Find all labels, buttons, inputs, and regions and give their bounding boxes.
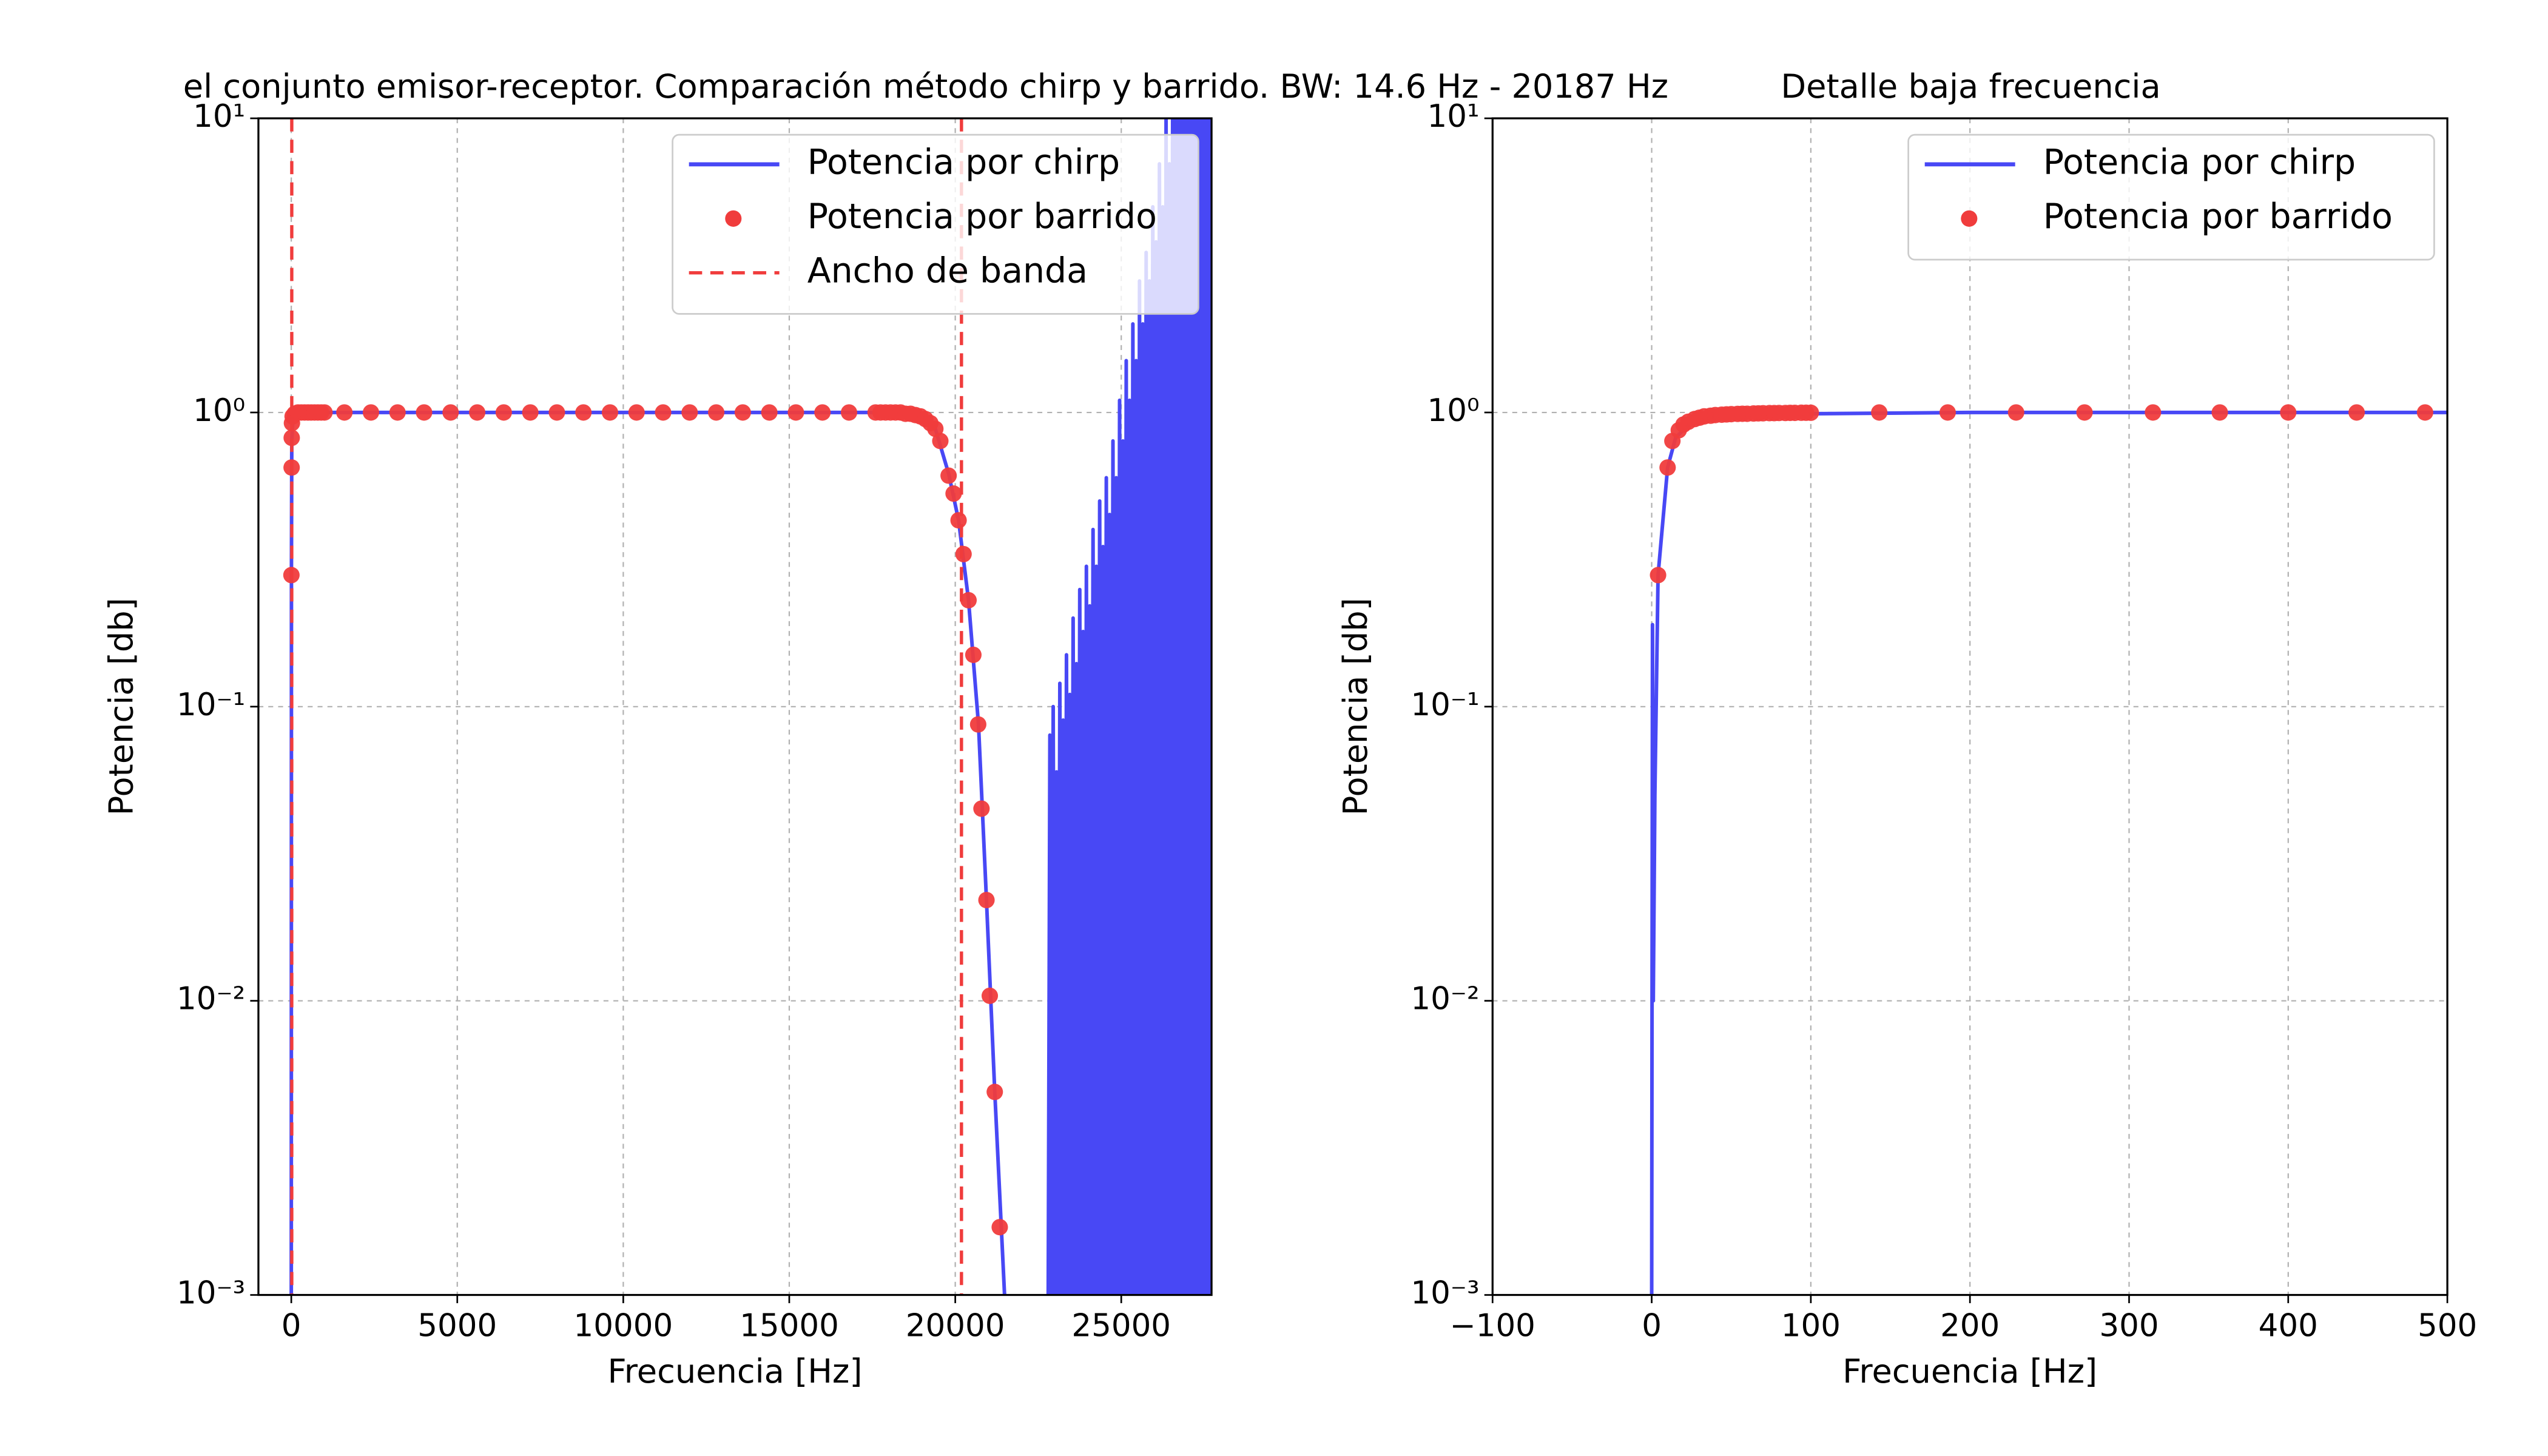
data-point xyxy=(932,433,949,450)
y-tick-label: 10⁻¹ xyxy=(177,687,245,723)
y-tick-label: 10⁰ xyxy=(1427,393,1479,429)
data-point xyxy=(495,404,512,421)
data-point xyxy=(787,404,804,421)
data-point xyxy=(2211,404,2228,421)
data-point xyxy=(2076,404,2093,421)
y-tick-label: 10⁻² xyxy=(1410,981,1479,1017)
y-tick-label: 10¹ xyxy=(193,98,245,135)
plot-area xyxy=(1650,404,2448,1295)
data-point xyxy=(1802,404,1819,421)
data-point xyxy=(416,404,433,421)
data-point xyxy=(389,404,406,421)
plot-area xyxy=(283,118,1212,1295)
data-point xyxy=(978,892,995,909)
data-point xyxy=(940,467,957,484)
data-point xyxy=(1871,404,1888,421)
x-tick-label: 10000 xyxy=(574,1308,673,1344)
data-point xyxy=(1659,459,1676,476)
y-axis-label: Potencia [db] xyxy=(102,598,140,815)
x-tick-label: 15000 xyxy=(740,1308,839,1344)
legend-swatch xyxy=(725,210,742,227)
data-point xyxy=(316,404,333,421)
data-point xyxy=(548,404,565,421)
data-point xyxy=(973,800,990,817)
x-tick-label: 200 xyxy=(1940,1308,2000,1344)
data-point xyxy=(950,512,967,529)
data-point xyxy=(2348,404,2365,421)
y-tick-label: 10⁻¹ xyxy=(1410,687,1479,723)
data-point xyxy=(955,545,972,562)
data-line xyxy=(1046,118,1212,1295)
data-point xyxy=(283,430,300,447)
data-point xyxy=(840,404,858,421)
x-tick-label: 5000 xyxy=(417,1308,497,1344)
legend-label: Potencia por chirp xyxy=(2043,142,2356,182)
data-point xyxy=(960,592,977,608)
legend-label: Ancho de banda xyxy=(807,251,1088,291)
subplot: −100 0 100 200 300 400 500 10⁻³ 10⁻² 10⁻¹ 10⁰ 10¹ De… xyxy=(1336,67,2477,1390)
data-point xyxy=(2280,404,2297,421)
data-point xyxy=(575,404,592,421)
data-point xyxy=(522,404,539,421)
data-point xyxy=(708,404,725,421)
x-tick-label: 20000 xyxy=(906,1308,1005,1344)
legend-label: Potencia por barrido xyxy=(807,197,1157,237)
axes-frame xyxy=(1491,117,2449,1296)
subplot: 0 5000 10000 15000 20000 25000 10⁻³ 10⁻² 10⁻¹ 10⁰… xyxy=(102,67,1668,1390)
data-point xyxy=(814,404,831,421)
y-tick-label: 10¹ xyxy=(1427,98,1479,135)
x-axis-label: Frecuencia [Hz] xyxy=(608,1352,863,1390)
y-axis-label: Potencia [db] xyxy=(1336,598,1375,815)
legend-label: Potencia por barrido xyxy=(2043,197,2393,237)
x-axis-label: Frecuencia [Hz] xyxy=(1842,1352,2097,1390)
axes-frame xyxy=(257,117,1213,1296)
data-point xyxy=(601,404,619,421)
chart-title: el conjunto emisor-receptor. Comparación… xyxy=(183,67,1668,106)
data-point xyxy=(469,404,486,421)
legend: Potencia por chirp Potencia por barrido An… xyxy=(672,133,1199,315)
x-tick-label: 25000 xyxy=(1071,1308,1171,1344)
data-point xyxy=(681,404,698,421)
x-tick-label: 400 xyxy=(2259,1308,2318,1344)
y-tick-label: 10⁻² xyxy=(177,981,245,1017)
x-tick-label: 500 xyxy=(2418,1308,2477,1344)
data-point xyxy=(1939,404,1956,421)
x-tick-label: −100 xyxy=(1450,1308,1535,1344)
data-point xyxy=(628,404,645,421)
legend-swatch xyxy=(1961,210,1978,227)
data-point xyxy=(1650,567,1667,584)
data-point xyxy=(969,716,986,733)
y-tick-label: 10⁻³ xyxy=(177,1275,245,1312)
legend-box xyxy=(672,133,1199,315)
data-point xyxy=(981,987,999,1004)
data-point xyxy=(2416,404,2433,421)
data-point xyxy=(655,404,672,421)
data-point xyxy=(2007,404,2024,421)
data-point xyxy=(761,404,778,421)
data-point xyxy=(442,404,459,421)
data-point xyxy=(362,404,380,421)
x-tick-label: 300 xyxy=(2099,1308,2159,1344)
data-point xyxy=(2145,404,2162,421)
data-point xyxy=(986,1084,1003,1100)
data-point xyxy=(945,485,962,502)
chart-title: Detalle baja frecuencia xyxy=(1781,67,2160,106)
legend-label: Potencia por chirp xyxy=(807,142,1120,182)
data-point xyxy=(336,404,353,421)
y-tick-label: 10⁰ xyxy=(193,393,245,429)
data-point xyxy=(965,646,982,663)
data-point xyxy=(734,404,751,421)
legend-box xyxy=(1907,133,2435,261)
x-tick-label: 0 xyxy=(281,1308,302,1344)
x-tick-label: 100 xyxy=(1781,1308,1841,1344)
y-tick-label: 10⁻³ xyxy=(1410,1275,1479,1312)
legend: Potencia por chirp Potencia por barrido xyxy=(1907,133,2435,261)
x-tick-label: 0 xyxy=(1642,1308,1662,1344)
data-point xyxy=(991,1219,1008,1236)
